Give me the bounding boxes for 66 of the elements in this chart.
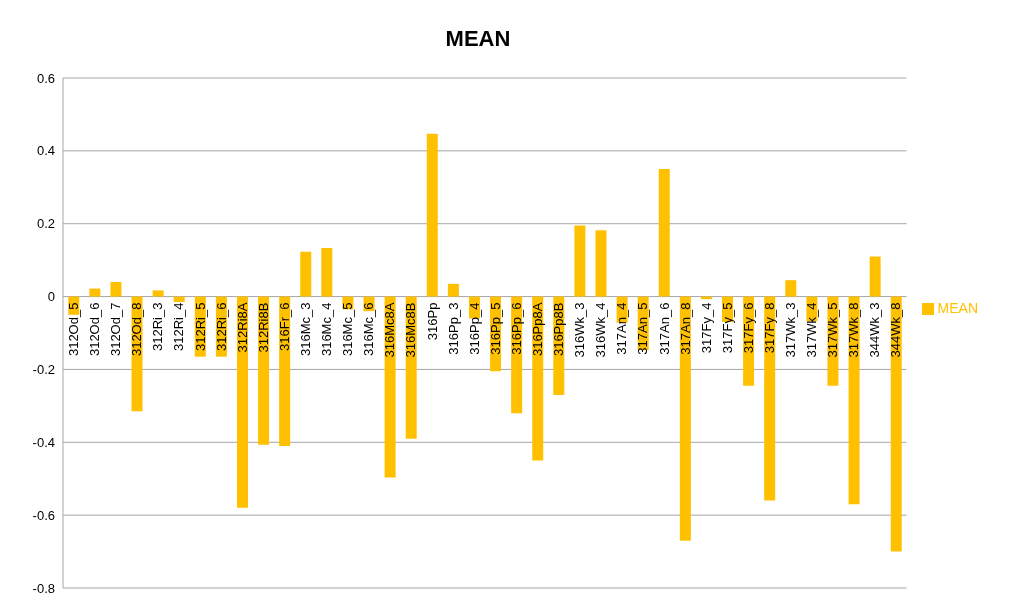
bar xyxy=(679,296,691,541)
bar xyxy=(869,256,881,297)
x-tick-label: 316Mc_5 xyxy=(340,302,356,357)
x-tick-label: 317An_4 xyxy=(614,302,630,355)
x-tick-label: 317An_6 xyxy=(656,302,672,355)
chart-title: MEAN xyxy=(444,26,512,52)
x-tick-label: 317Wk_4 xyxy=(804,302,820,358)
x-tick-label: 317Fy_4 xyxy=(698,302,714,354)
y-tick-label: -0.4 xyxy=(32,434,55,450)
x-tick-label: 316Pp_6 xyxy=(508,302,524,355)
x-tick-label: 344Wk_8 xyxy=(888,302,904,358)
bar xyxy=(300,251,312,297)
bar xyxy=(152,290,164,297)
x-tick-label: 316Wk_4 xyxy=(593,302,609,358)
x-tick-label: 312Od_8 xyxy=(129,302,145,357)
x-tick-label: 312Ri_4 xyxy=(171,302,187,352)
x-tick-label: 312Ri_6 xyxy=(213,302,229,352)
x-tick-label: 316Mc_3 xyxy=(298,302,314,357)
x-tick-label: 317Fy_6 xyxy=(740,302,756,354)
x-tick-label: 316Pp8B xyxy=(551,302,567,357)
x-tick-label: 316Mc_4 xyxy=(319,302,335,357)
x-tick-label: 316Wk_3 xyxy=(572,302,588,358)
x-tick-label: 317Wk_5 xyxy=(825,302,841,358)
x-tick-label: 316Pp_4 xyxy=(466,302,482,355)
x-tick-label: 312Od_7 xyxy=(108,302,124,357)
x-tick-label: 312Ri_5 xyxy=(192,302,208,352)
bar xyxy=(447,283,459,297)
bar xyxy=(658,169,670,297)
y-tick-label: -0.6 xyxy=(32,507,55,523)
x-tick-label: 344Wk_3 xyxy=(867,302,883,358)
x-tick-label: 317Fy_8 xyxy=(761,302,777,354)
x-tick-label: 316Fr_6 xyxy=(276,302,292,351)
x-tick-label: 317An_5 xyxy=(635,302,651,355)
x-tick-label: 312Od_5 xyxy=(66,302,82,357)
x-tick-label: 317Wk_8 xyxy=(846,302,862,358)
x-tick-label: 316Mc8B xyxy=(403,302,419,358)
y-tick-label: 0.2 xyxy=(36,216,55,232)
x-tick-label: 317Wk_3 xyxy=(783,302,799,358)
x-tick-label: 316Pp xyxy=(424,302,440,341)
y-tick-label: 0.6 xyxy=(36,70,55,86)
x-tick-label: 312Od_6 xyxy=(87,302,103,357)
x-tick-label: 316Pp_3 xyxy=(445,302,461,355)
bar xyxy=(173,296,185,303)
x-tick-label: 316Pp8A xyxy=(530,302,545,357)
bar xyxy=(110,282,122,297)
bar xyxy=(321,248,333,297)
legend-label: MEAN xyxy=(937,300,978,316)
bar xyxy=(890,296,902,552)
x-tick-label: 312Ri8B xyxy=(255,302,271,353)
x-tick-label: 317An_8 xyxy=(677,302,693,355)
y-tick-label: 0 xyxy=(47,289,55,305)
x-tick-label: 316Pp_5 xyxy=(487,302,503,355)
bar xyxy=(785,280,797,297)
x-tick-label: 316Mc8A xyxy=(382,302,398,358)
bar xyxy=(595,230,607,297)
bar xyxy=(764,296,776,501)
x-tick-label: 317Fy_5 xyxy=(719,302,735,354)
bar xyxy=(89,288,101,297)
y-tick-label: -0.8 xyxy=(32,580,55,596)
bar xyxy=(426,133,438,297)
x-tick-label: 316Mc_6 xyxy=(361,302,377,357)
x-tick-label: 312Ri8A xyxy=(234,302,250,353)
bar xyxy=(574,225,586,297)
y-tick-label: 0.4 xyxy=(36,143,55,159)
x-tick-label: 312Ri_3 xyxy=(150,302,166,352)
y-tick-label: -0.2 xyxy=(32,362,55,378)
